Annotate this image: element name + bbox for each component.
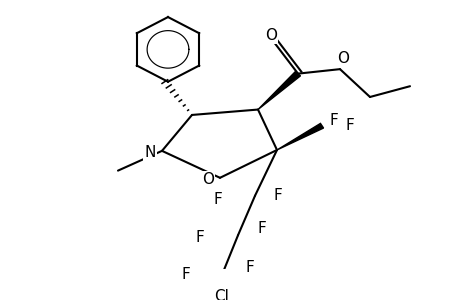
Text: F: F [257,221,266,236]
Text: O: O [264,28,276,44]
Text: F: F [195,230,204,244]
Text: Cl: Cl [214,289,229,300]
Polygon shape [257,71,300,110]
Text: F: F [181,267,190,282]
Text: N: N [144,145,155,160]
Text: O: O [202,172,213,187]
Text: F: F [273,188,282,203]
Text: O: O [336,51,348,66]
Text: F: F [329,113,338,128]
Text: F: F [245,260,254,275]
Text: F: F [345,118,353,133]
Polygon shape [276,123,323,150]
Text: F: F [213,192,222,207]
